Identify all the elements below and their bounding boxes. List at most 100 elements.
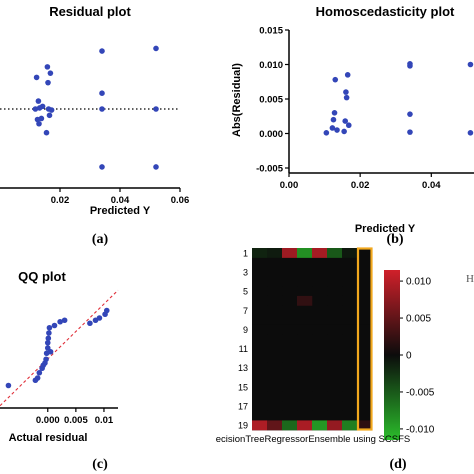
panel-c-point — [46, 330, 52, 336]
panel-c-point — [96, 315, 103, 321]
heatmap-cell — [357, 324, 373, 335]
heatmap-cell — [252, 401, 268, 412]
heatmap-cell — [357, 267, 373, 278]
colorbar-tick-label: -0.010 — [406, 424, 435, 435]
panel-b-points — [323, 61, 474, 136]
panel-a-point — [99, 90, 105, 96]
heatmap-cell — [297, 401, 313, 412]
heatmap-cell — [312, 324, 328, 335]
heatmap-cell — [297, 305, 313, 316]
heatmap-cell — [327, 286, 343, 297]
panel-c-qq-plot: QQ plot 0.000 0.005 0.01 Actual residual (… — [0, 269, 119, 472]
heatmap-cell — [327, 324, 343, 335]
edge-fragment-text: H — [466, 273, 474, 285]
panel-b-homoscedasticity-plot: Homoscedasticity plot Abs(Residual) -0.0… — [231, 4, 474, 247]
panel-a-x-tick-label: 0.06 — [171, 195, 190, 206]
heatmap-cell — [312, 382, 328, 392]
heatmap-cell — [342, 382, 358, 392]
heatmap-cell-valued — [312, 248, 328, 258]
heatmap-cell — [267, 343, 283, 354]
panel-a-point — [153, 106, 159, 112]
heatmap-cell — [252, 286, 268, 297]
heatmap-cell — [357, 353, 373, 364]
panel-b-point — [467, 130, 474, 136]
heatmap-cell — [282, 257, 298, 268]
heatmap-cell — [297, 257, 313, 268]
heatmap-cell — [357, 343, 373, 354]
heatmap-cell-valued — [312, 420, 328, 431]
heatmap-cell — [267, 305, 283, 316]
panel-a-point — [47, 70, 54, 76]
heatmap-cell — [327, 410, 343, 421]
heatmap-cell — [327, 382, 343, 392]
panel-a-point — [36, 120, 42, 127]
panel-b-x-tick-label: 0.04 — [422, 180, 441, 191]
colorbar-tick-label: 0.005 — [406, 314, 431, 325]
panel-c-point — [87, 320, 93, 327]
heatmap-cell-valued — [297, 295, 313, 306]
heatmap-cell — [312, 353, 328, 364]
panel-a-point — [33, 74, 40, 81]
panel-b-point — [334, 127, 340, 133]
heatmap-cell — [357, 305, 373, 316]
panel-c-point — [34, 375, 41, 381]
colorbar-tick-label: 0 — [406, 351, 412, 362]
panel-c-x-tick-label: 0.000 — [36, 415, 60, 426]
panel-c-reference-path — [0, 289, 119, 407]
heatmap-cell — [252, 362, 268, 373]
panel-b-point — [330, 116, 337, 123]
heatmap-cell — [252, 382, 268, 392]
heatmap-row-label: 11 — [239, 344, 248, 354]
heatmap-cell — [297, 286, 313, 297]
heatmap-cell — [267, 276, 283, 287]
panel-b-x-tick-label: 0.00 — [280, 180, 299, 191]
heatmap-cell — [297, 334, 313, 345]
heatmap-cell — [357, 257, 373, 268]
panel-b-y-tick-label: 0.010 — [259, 60, 283, 71]
heatmap-cell — [312, 391, 328, 402]
heatmap-cell-valued — [282, 248, 298, 258]
heatmap-cell — [312, 295, 328, 306]
panel-b-point — [344, 72, 351, 78]
heatmap-cell — [267, 382, 283, 392]
heatmap-cell — [252, 257, 268, 268]
heatmap-cell — [297, 362, 313, 373]
heatmap-cell — [357, 410, 373, 421]
heatmap-cell — [297, 372, 313, 383]
panel-b-title: Homoscedasticity plot — [316, 4, 455, 19]
heatmap-cell — [252, 372, 268, 383]
heatmap-cell — [342, 315, 358, 325]
heatmap-cell — [327, 334, 343, 345]
heatmap-cell — [282, 382, 298, 392]
heatmap-cell — [282, 401, 298, 412]
panel-c-xlabel: Actual residual — [9, 432, 88, 444]
heatmap-cell — [327, 315, 343, 325]
heatmap-cell-valued — [252, 248, 268, 258]
panel-a-axes: 0.02 0.04 0.06 — [0, 187, 190, 206]
panel-c-axes: 0.000 0.005 0.01 — [0, 407, 118, 426]
panel-a-point — [46, 112, 53, 119]
heatmap-highlight-frame — [356, 247, 373, 431]
heatmap-cell — [267, 334, 283, 345]
panel-b-label: (b) — [386, 232, 403, 247]
panel-a-point — [44, 64, 51, 70]
heatmap-cell — [342, 353, 358, 364]
heatmap-cell — [342, 334, 358, 345]
heatmap-cell — [282, 372, 298, 383]
heatmap-cell — [342, 362, 358, 373]
heatmap-cell — [357, 391, 373, 402]
heatmap-row-label: 17 — [238, 402, 248, 412]
panel-a-point — [39, 103, 46, 110]
heatmap-cell — [252, 391, 268, 402]
panel-b-point — [407, 129, 413, 135]
panel-b-point — [341, 128, 347, 135]
heatmap-cell — [267, 353, 283, 364]
heatmap-cell — [252, 324, 268, 335]
panel-a-point — [48, 107, 55, 113]
heatmap-cell — [282, 391, 298, 402]
heatmap-cell — [252, 267, 268, 278]
panel-b-point — [407, 111, 413, 117]
heatmap-cell — [342, 343, 358, 354]
heatmap-cell — [282, 343, 298, 354]
heatmap-cell — [327, 257, 343, 268]
